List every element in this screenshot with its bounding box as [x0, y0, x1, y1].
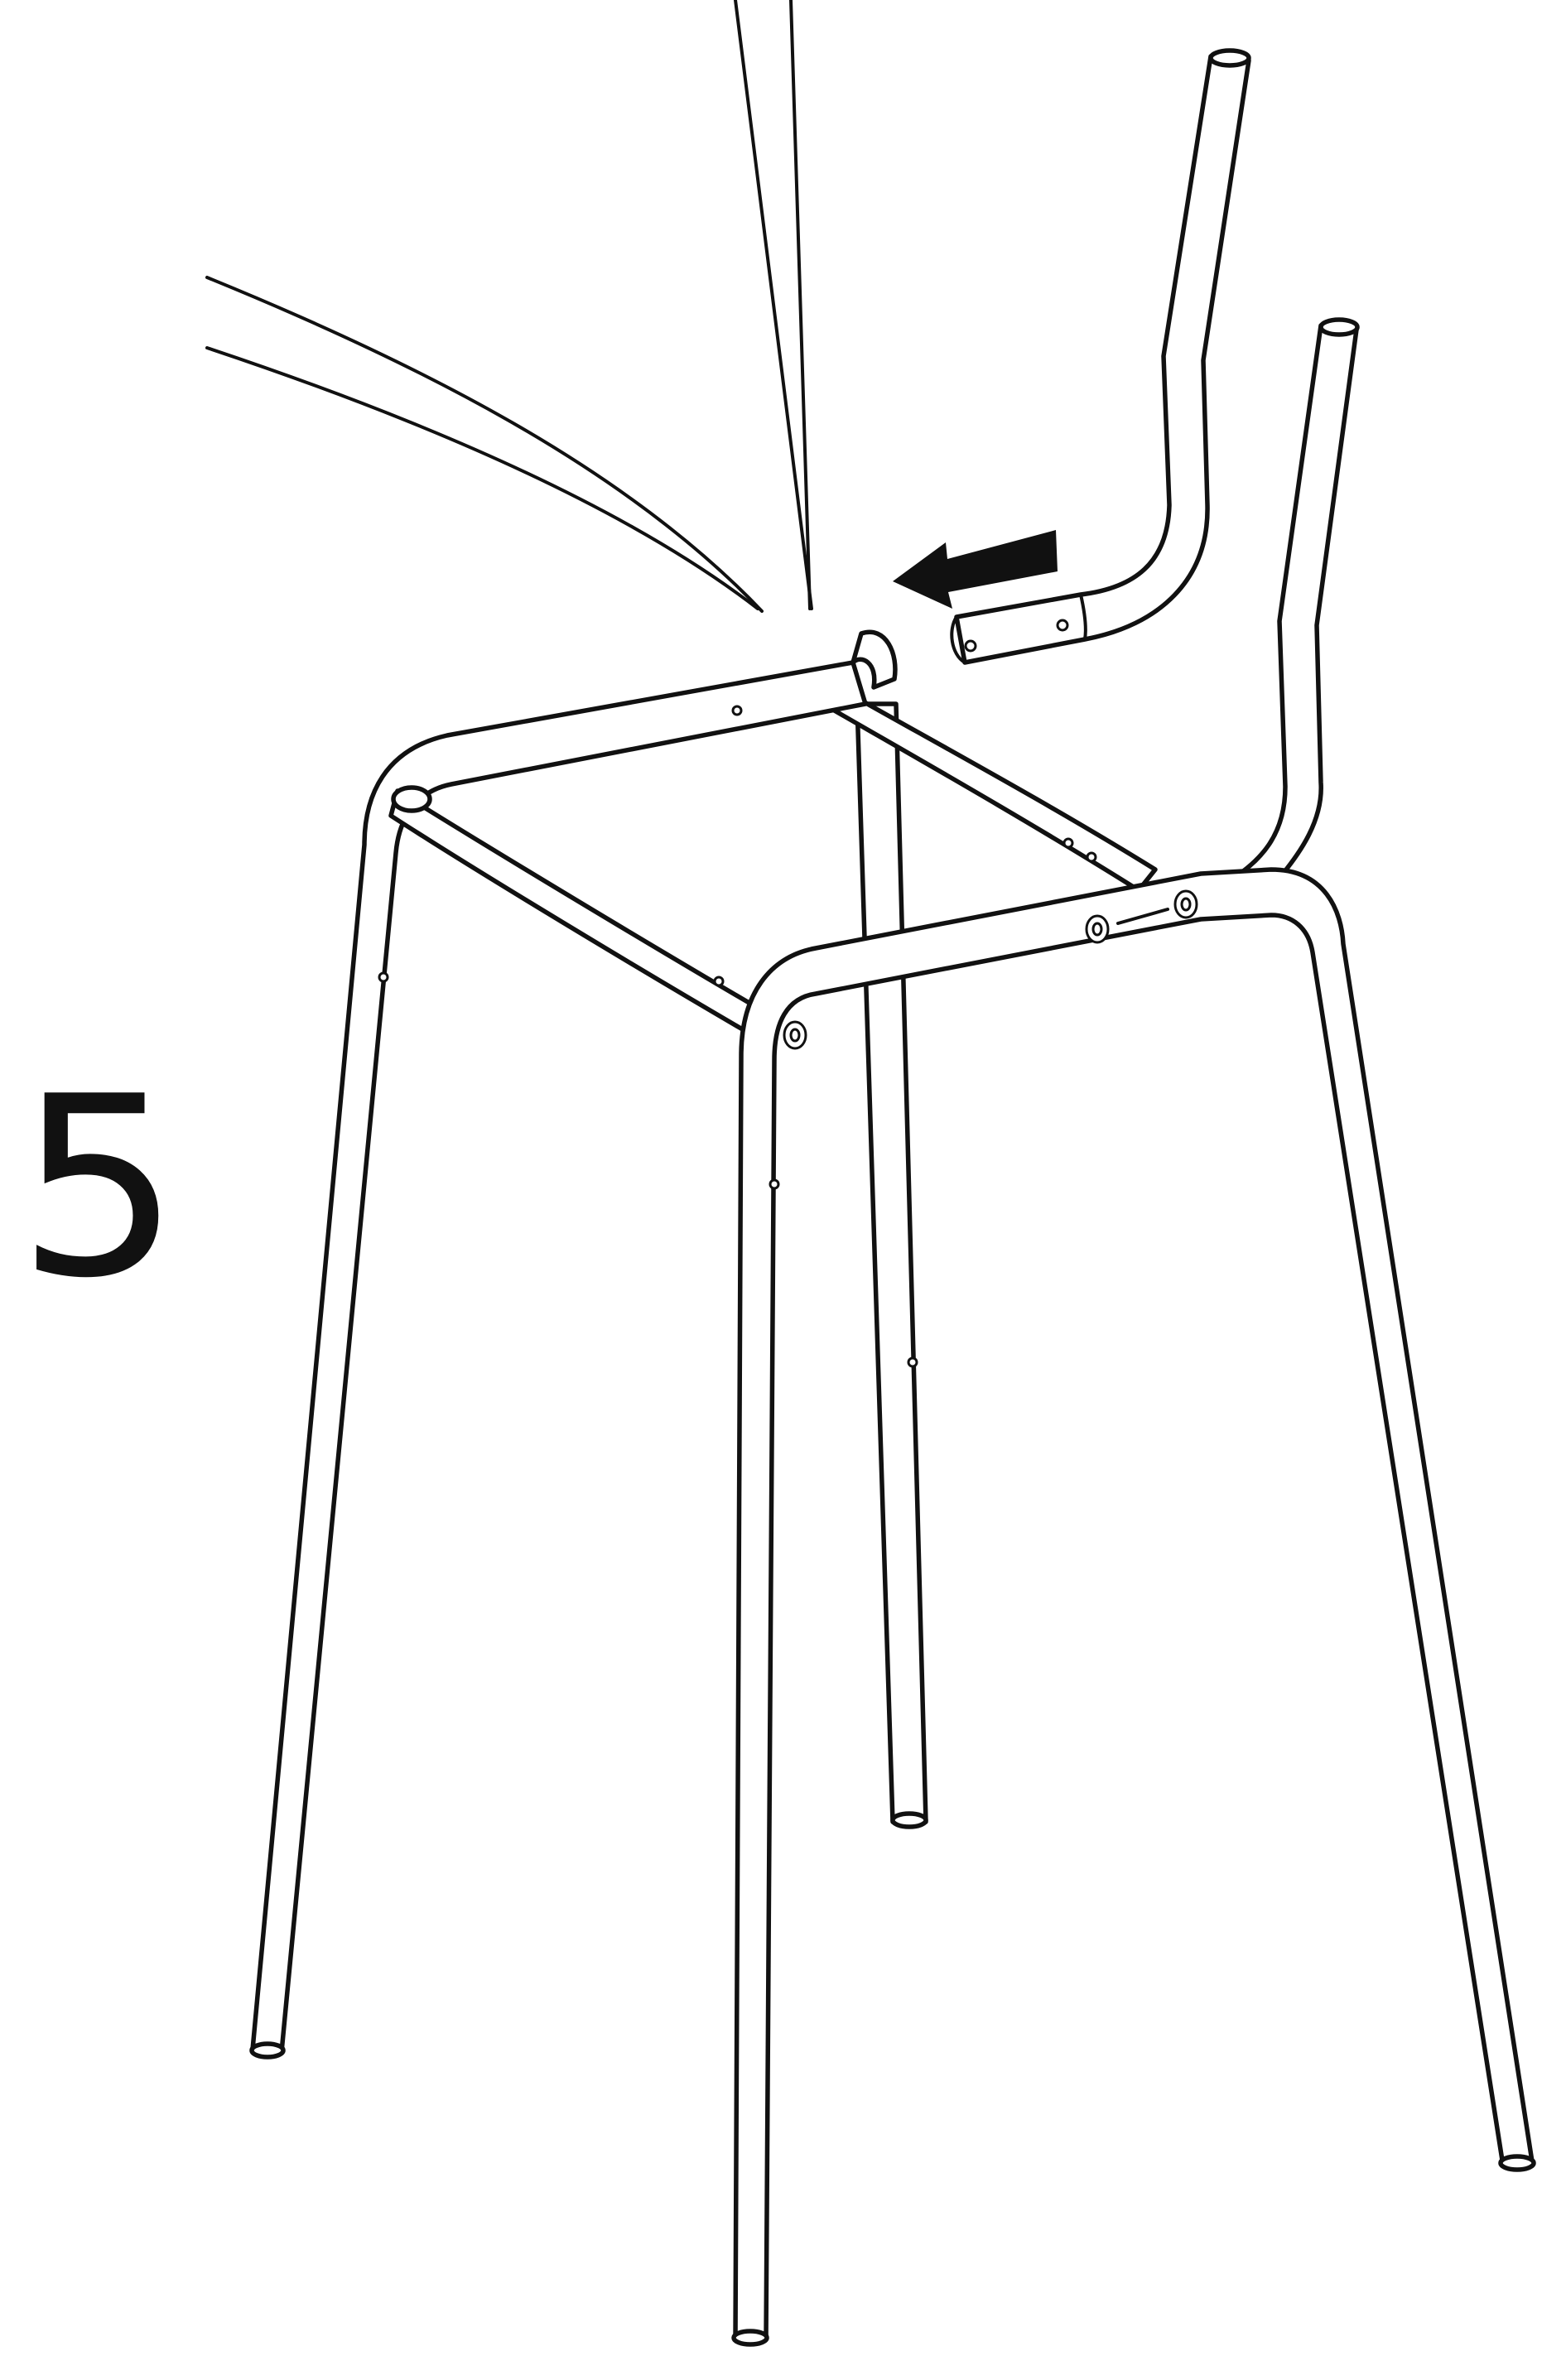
- arrow-left-icon: [893, 530, 1058, 609]
- left-crossbar: [388, 785, 764, 1033]
- top-frame-loop: [850, 629, 898, 690]
- seat-shell-outline: [205, 0, 813, 613]
- step-number: 5: [17, 1043, 181, 1332]
- front-frame: [731, 867, 1536, 2347]
- backrest-tube-right: [1231, 317, 1360, 880]
- back-leg-rear: [855, 701, 928, 1829]
- backrest-tube-left: [950, 48, 1251, 665]
